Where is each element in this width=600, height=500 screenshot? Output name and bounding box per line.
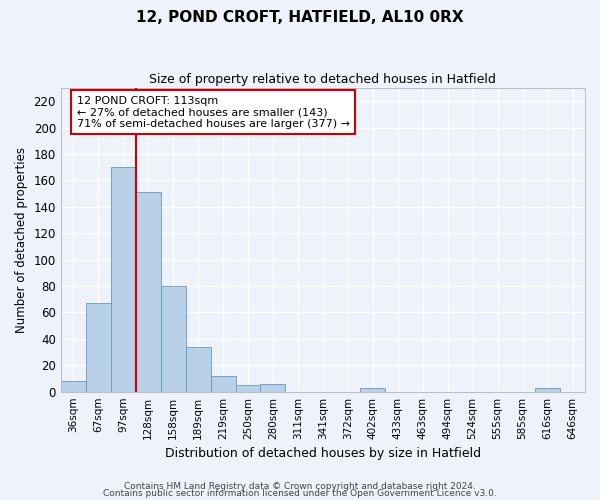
Bar: [61, 381, 86, 392]
Text: Contains HM Land Registry data © Crown copyright and database right 2024.: Contains HM Land Registry data © Crown c…: [124, 482, 476, 491]
Bar: [236, 385, 260, 392]
Bar: [260, 384, 286, 392]
Bar: [185, 347, 211, 392]
Bar: [161, 286, 185, 392]
Bar: [86, 303, 111, 392]
Bar: [111, 168, 136, 392]
Bar: [361, 388, 385, 392]
Bar: [136, 192, 161, 392]
Title: Size of property relative to detached houses in Hatfield: Size of property relative to detached ho…: [149, 72, 496, 86]
Bar: [211, 376, 236, 392]
Y-axis label: Number of detached properties: Number of detached properties: [15, 147, 28, 333]
X-axis label: Distribution of detached houses by size in Hatfield: Distribution of detached houses by size …: [165, 447, 481, 460]
Text: 12, POND CROFT, HATFIELD, AL10 0RX: 12, POND CROFT, HATFIELD, AL10 0RX: [136, 10, 464, 25]
Text: Contains public sector information licensed under the Open Government Licence v3: Contains public sector information licen…: [103, 490, 497, 498]
Text: 12 POND CROFT: 113sqm
← 27% of detached houses are smaller (143)
71% of semi-det: 12 POND CROFT: 113sqm ← 27% of detached …: [77, 96, 350, 129]
Bar: [535, 388, 560, 392]
